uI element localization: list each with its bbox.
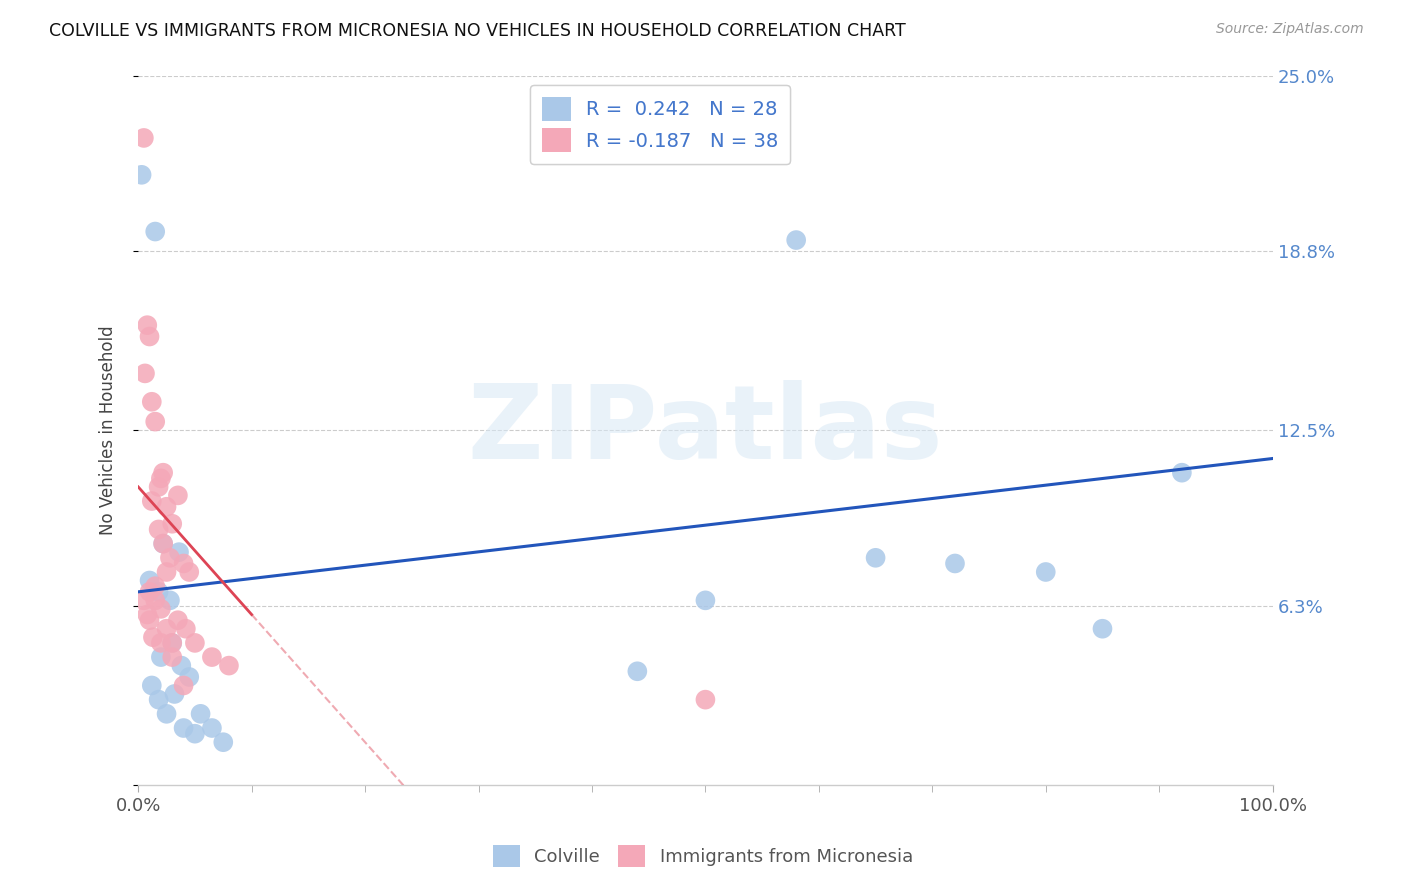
Text: COLVILLE VS IMMIGRANTS FROM MICRONESIA NO VEHICLES IN HOUSEHOLD CORRELATION CHAR: COLVILLE VS IMMIGRANTS FROM MICRONESIA N… [49,22,905,40]
Point [149,602,172,616]
Point [159,550,181,565]
Point [160,636,183,650]
Point [148,523,170,537]
Point [155,500,177,514]
Point [190,706,212,721]
Point [163,687,186,701]
Point [155,565,177,579]
Point [132,593,155,607]
Text: ZIPatlas: ZIPatlas [468,380,943,481]
Point [184,727,207,741]
Point [152,466,174,480]
Point [212,735,235,749]
Point [136,607,159,622]
Point [141,678,163,692]
Point [167,488,190,502]
Text: Source: ZipAtlas.com: Source: ZipAtlas.com [1216,22,1364,37]
Point [160,650,183,665]
Point [1035,565,1057,579]
Point [626,665,648,679]
Point [134,367,156,381]
Point [131,168,153,182]
Point [184,636,207,650]
Point [201,650,224,665]
Point [695,593,717,607]
Point [141,394,163,409]
Point [141,494,163,508]
Point [1171,466,1194,480]
Point [149,471,172,485]
Point [155,706,177,721]
Point [170,658,193,673]
Point [160,636,183,650]
Point [148,480,170,494]
Point [138,329,160,343]
Point [167,545,190,559]
Point [173,678,195,692]
Point [143,579,166,593]
Point [218,658,240,673]
Point [152,536,174,550]
Legend: Colville, Immigrants from Micronesia: Colville, Immigrants from Micronesia [485,838,921,874]
Point [179,670,201,684]
Point [201,721,224,735]
Point [138,613,160,627]
Point [152,536,174,550]
Point [865,550,887,565]
Point [148,692,170,706]
Point [155,622,177,636]
Point [149,650,172,665]
Point [138,574,160,588]
Point [173,721,195,735]
Y-axis label: No Vehicles in Household: No Vehicles in Household [100,326,117,535]
Point [143,415,166,429]
Point [149,636,172,650]
Point [174,622,197,636]
Point [167,613,190,627]
Point [179,565,201,579]
Point [136,318,159,333]
Legend: R =  0.242   N = 28, R = -0.187   N = 38: R = 0.242 N = 28, R = -0.187 N = 38 [530,86,790,164]
Point [148,585,170,599]
Point [943,557,966,571]
Point [1091,622,1114,636]
Point [173,557,195,571]
Point [159,593,181,607]
Point [143,225,166,239]
Point [143,593,166,607]
Point [132,131,155,145]
Point [785,233,807,247]
Point [142,630,165,644]
Point [138,585,160,599]
Point [160,516,183,531]
Point [695,692,717,706]
